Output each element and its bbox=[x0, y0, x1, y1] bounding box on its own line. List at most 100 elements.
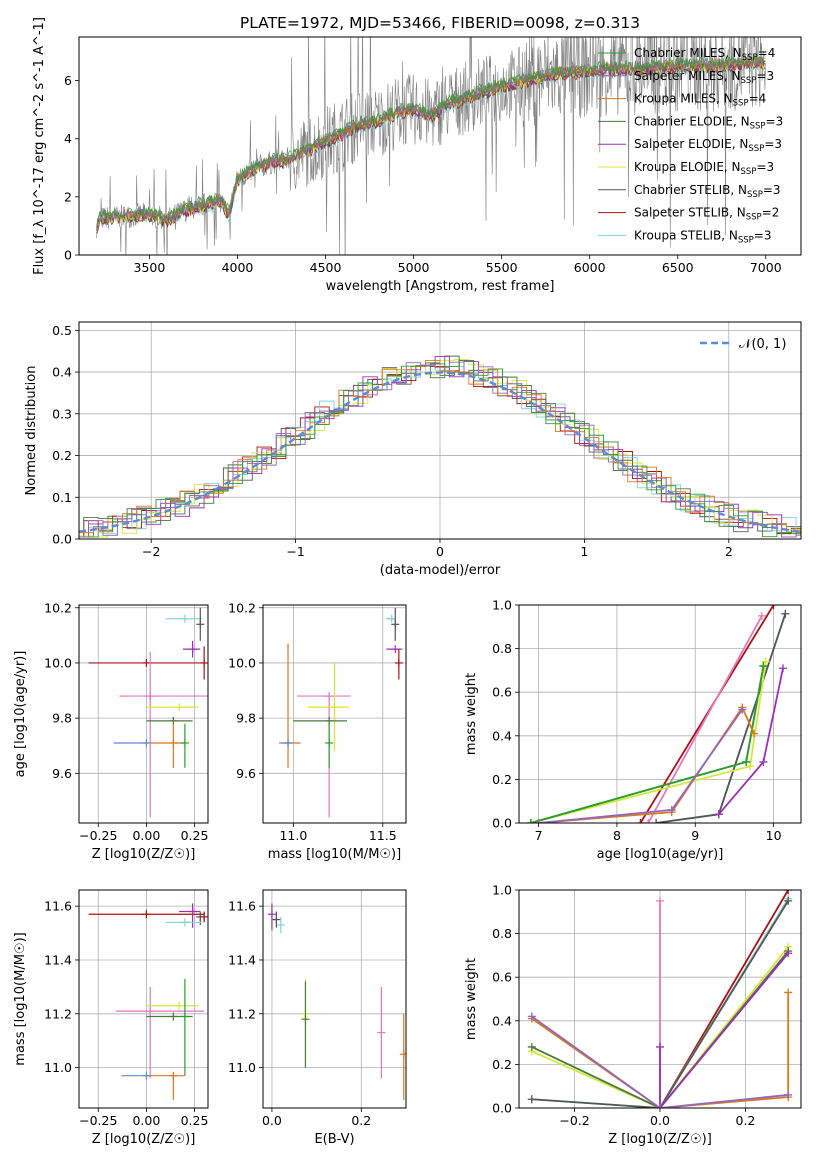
age_vs_mass-points bbox=[279, 607, 403, 818]
legend-label-0: Chabrier MILES, NSSP=4 bbox=[634, 46, 775, 63]
age_vs_Z-ytick-label-1: 9.8 bbox=[52, 711, 72, 726]
massweight_vs_Z-xtick-label-1: 0.0 bbox=[650, 1113, 670, 1128]
spectrum-ytick-label-0: 0 bbox=[64, 248, 72, 263]
massweight_vs_age-series-9 bbox=[538, 709, 743, 823]
residuals-frame bbox=[78, 321, 802, 540]
mass_vs_Z-ytick-label-2: 11.4 bbox=[44, 952, 72, 967]
massweight_vs_Z-series-6 bbox=[659, 952, 789, 1108]
spectrum-xtick-label-4: 5500 bbox=[486, 260, 518, 275]
hist-salpeter_miles bbox=[79, 361, 801, 538]
mass_vs_Z-axes: −0.25 0.00 0.25 11.0 11.2 11.4 11.6 Z [log10(Z/… bbox=[13, 890, 208, 1147]
massweight_vs_age-frame bbox=[518, 604, 802, 824]
mass_vs_Z-ytick-label-1: 11.2 bbox=[44, 1006, 72, 1021]
age_vs_mass-point-8 bbox=[280, 738, 293, 747]
legend-val-8: =3 bbox=[754, 228, 772, 242]
massweight_vs_age-ytick-label-0: 0.0 bbox=[492, 816, 512, 831]
legend-sub-3: SSP bbox=[750, 121, 766, 131]
age_vs_mass-ytick-label-0: 9.6 bbox=[236, 766, 256, 781]
massweight_vs_Z-series-3 bbox=[531, 900, 789, 1108]
mass_vs_Z-point-4 bbox=[200, 911, 208, 923]
mass_vs_ebv-point-4 bbox=[301, 981, 310, 1068]
massweight_vs_Z-ylabel: mass weight bbox=[464, 958, 479, 1040]
legend-label-8: Kroupa STELIB, NSSP=3 bbox=[634, 228, 772, 245]
age_vs_mass-point-6 bbox=[293, 716, 348, 725]
massweight_vs_Z-series-5 bbox=[531, 950, 789, 1108]
age_vs_Z-ticks: −0.25 0.00 0.25 9.6 9.8 10.0 10.2 bbox=[44, 600, 208, 843]
residuals-xtick-label-2: 0 bbox=[436, 544, 444, 559]
massweight_vs_age-series-1 bbox=[647, 615, 763, 823]
massweight_vs_Z-series-1-marker-1 bbox=[656, 896, 664, 905]
age_vs_Z-point-8 bbox=[144, 723, 185, 768]
mass_vs_Z-xtick-label-2: 0.25 bbox=[181, 1113, 209, 1128]
massweight_vs_age-series-9-marker-2 bbox=[738, 705, 747, 714]
residuals-ytick-label-5: 0.5 bbox=[52, 323, 72, 338]
mass_vs_ebv-frame bbox=[262, 889, 407, 1109]
age_vs_mass-point-7 bbox=[279, 643, 301, 768]
hist-salpeter_elodie bbox=[79, 355, 801, 538]
mass_vs_Z-point-3 bbox=[165, 918, 203, 927]
mass_vs_Z-points bbox=[88, 903, 208, 1100]
age_vs_Z-point-6 bbox=[146, 703, 199, 712]
hist-salpeter_stelib bbox=[79, 360, 801, 538]
massweight_vs_Z-series-3-marker-2 bbox=[784, 896, 793, 905]
spectrum-xtick-label-3: 5000 bbox=[398, 260, 430, 275]
residuals-xtick-label-4: 2 bbox=[725, 544, 733, 559]
massweight_vs_age-series-8-marker-3 bbox=[750, 729, 758, 738]
massweight_vs_age-series-9-marker-1 bbox=[667, 805, 676, 814]
spectrum-frame bbox=[78, 36, 802, 256]
massweight_vs_age-ytick-label-5: 1.0 bbox=[492, 598, 512, 613]
legend-label-5: Kroupa ELODIE, NSSP=3 bbox=[634, 160, 774, 177]
massweight_vs_Z-series-7-marker-3 bbox=[784, 988, 793, 997]
massweight_vs_age-series-0 bbox=[639, 605, 775, 823]
age_vs_mass-point-0 bbox=[386, 614, 396, 623]
mass_vs_Z-ytick-label-3: 11.6 bbox=[44, 899, 72, 914]
massweight_vs_age-series-0-marker-1 bbox=[769, 605, 778, 609]
residuals-xtick-label-1: −1 bbox=[286, 544, 304, 559]
mass_vs_Z-ticks: −0.25 0.00 0.25 11.0 11.2 11.4 11.6 bbox=[44, 890, 208, 1128]
massweight_vs_Z-series-8-marker-1 bbox=[656, 1104, 664, 1108]
hist-chabrier_miles bbox=[79, 359, 801, 538]
mass_vs_ebv-ytick-label-3: 11.6 bbox=[228, 899, 256, 914]
residuals-axes: −2 −1 0 1 2 0.0 0.1 0.2 0.3 0.4 0.5 (data-model)/er… bbox=[24, 322, 801, 578]
spectrum-ytick-label-2: 4 bbox=[64, 131, 72, 146]
mass_vs_Z-point-2 bbox=[179, 903, 201, 928]
legend-val-5: =3 bbox=[756, 160, 774, 174]
spectrum-xtick-label-0: 3500 bbox=[134, 260, 166, 275]
massweight_vs_age-ytick-label-3: 0.6 bbox=[492, 685, 512, 700]
massweight_vs_age-series-4 bbox=[530, 661, 767, 823]
age_vs_mass-ytick-label-2: 10.0 bbox=[228, 655, 256, 670]
age_vs_mass-xtick-label-0: 11.0 bbox=[279, 828, 307, 843]
spectrum-ytick-label-1: 2 bbox=[64, 189, 72, 204]
massweight_vs_age-ytick-label-2: 0.4 bbox=[492, 728, 512, 743]
mass_vs_Z-frame bbox=[78, 889, 209, 1109]
age_vs_Z-ytick-label-0: 9.6 bbox=[52, 766, 72, 781]
mass_vs_ebv-axes: 0.0 0.2 11.0 11.2 11.4 11.6 E(B-V) bbox=[228, 890, 406, 1147]
massweight_vs_age-ytick-label-4: 0.8 bbox=[492, 641, 512, 656]
age_vs_Z-point-2 bbox=[182, 640, 201, 658]
massweight_vs_Z-series-3-marker-0 bbox=[527, 1095, 536, 1104]
residuals-ytick-label-4: 0.4 bbox=[52, 365, 72, 380]
spectrum-axes: 3500 4000 4500 5000 5500 6000 6500 7000 0 2 4 6 wave… bbox=[32, 17, 782, 294]
legend-val-1: =3 bbox=[756, 69, 774, 83]
legend-sub-0: SSP bbox=[742, 53, 758, 63]
model-kroupa_stelib-line bbox=[96, 61, 766, 235]
massweight_vs_age-xtick-label-3: 10 bbox=[766, 828, 782, 843]
legend-val-3: =3 bbox=[766, 114, 784, 128]
mass_vs_ebv-xtick-label-1: 0.2 bbox=[351, 1113, 371, 1128]
massweight_vs_Z-series-8 bbox=[531, 1015, 789, 1108]
massweight_vs_age-series-7-marker-0 bbox=[714, 810, 723, 819]
mass_vs_Z-xtick-label-0: −0.25 bbox=[79, 1113, 117, 1128]
massweight_vs_age-series-7-marker-2 bbox=[778, 664, 787, 673]
mass_vs_ebv-point-2 bbox=[276, 916, 285, 934]
legend-sub-2: SSP bbox=[733, 99, 749, 109]
mass_vs_Z-point-6 bbox=[146, 1001, 199, 1010]
residuals-ticks: −2 −1 0 1 2 0.0 0.1 0.2 0.3 0.4 0.5 bbox=[52, 322, 801, 559]
massweight_vs_Z-series bbox=[527, 890, 793, 1108]
age_vs_Z-ytick-label-3: 10.2 bbox=[44, 600, 72, 615]
mass_vs_Z-point-0 bbox=[88, 910, 205, 919]
normal-curve bbox=[79, 371, 799, 533]
residuals-ytick-label-0: 0.0 bbox=[52, 532, 72, 547]
mass_vs_Z-ylabel: mass [log10(M/M☉)] bbox=[13, 932, 28, 1065]
panels: 3500 4000 4500 5000 5500 6000 6500 7000 0 2 4 6 wave… bbox=[13, 17, 802, 1147]
spectrum-ytick-label-3: 6 bbox=[64, 73, 72, 88]
